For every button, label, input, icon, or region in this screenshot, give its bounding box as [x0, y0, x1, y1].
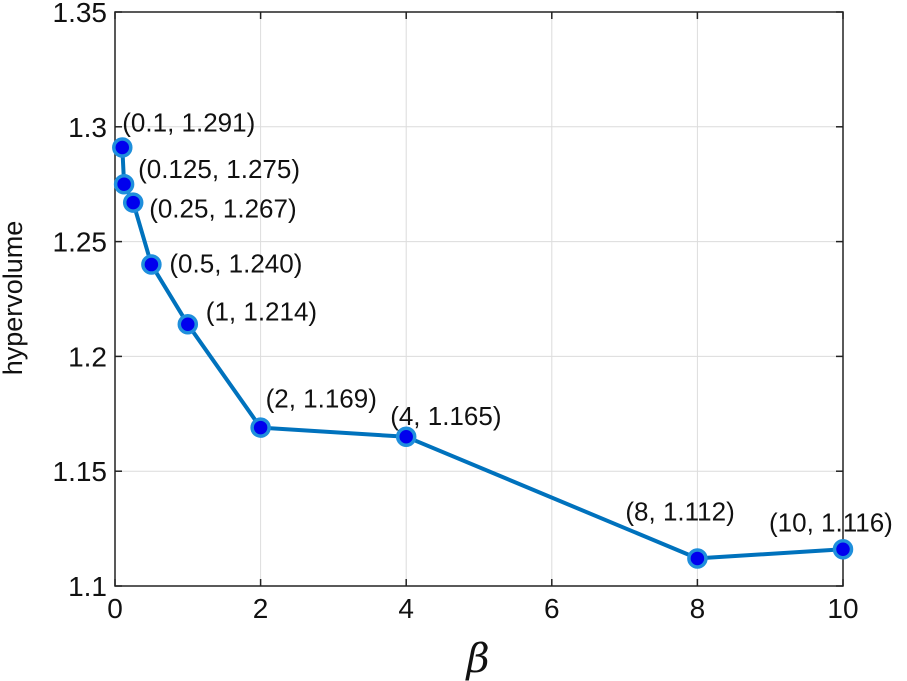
x-axis-label: β [464, 636, 489, 681]
point-annotation: (0.25, 1.267) [149, 194, 296, 224]
y-tick-label: 1.1 [68, 571, 107, 602]
point-annotation: (1, 1.214) [206, 296, 317, 326]
data-point-marker [113, 173, 135, 195]
data-point-marker [832, 539, 854, 560]
point-annotation: (10, 1.116) [769, 507, 893, 537]
x-tick-label: 8 [690, 593, 706, 624]
data-point-marker [177, 314, 199, 335]
y-tick-label: 1.2 [68, 341, 107, 372]
grid [115, 12, 843, 586]
data-point-marker [141, 254, 162, 275]
x-tick-label: 6 [544, 593, 560, 624]
point-annotation: (4, 1.165) [390, 401, 501, 431]
series-line-group [112, 137, 854, 569]
x-tick-label: 10 [827, 593, 858, 624]
data-point-marker [112, 137, 133, 158]
x-tick-label: 2 [253, 593, 269, 624]
point-annotation: (0.1, 1.291) [122, 107, 255, 137]
y-axis-label: hypervolume [0, 221, 28, 376]
data-point-marker [395, 426, 417, 448]
y-tick-label: 1.15 [53, 456, 108, 487]
point-annotation: (0.5, 1.240) [169, 249, 302, 279]
point-annotation: (8, 1.112) [625, 496, 734, 526]
plot-frame [114, 11, 844, 587]
axis-ticks: 0 2 4 6 8 10 1.1 1.15 1.2 1.25 1.3 1.35 [53, 0, 859, 624]
y-tick-label: 1.35 [53, 0, 108, 28]
y-tick-label: 1.25 [53, 227, 108, 258]
point-annotation: (0.125, 1.275) [138, 154, 300, 184]
x-tick-label: 0 [107, 593, 123, 624]
x-tick-label: 4 [398, 593, 414, 624]
point-labels: (0.1, 1.291) (0.125, 1.275) (0.25, 1.267) (… [122, 107, 893, 537]
data-point-marker [250, 417, 271, 438]
y-tick-label: 1.3 [68, 112, 107, 143]
data-point-marker [687, 548, 708, 569]
point-annotation: (2, 1.169) [266, 384, 377, 414]
data-point-marker [122, 192, 144, 213]
